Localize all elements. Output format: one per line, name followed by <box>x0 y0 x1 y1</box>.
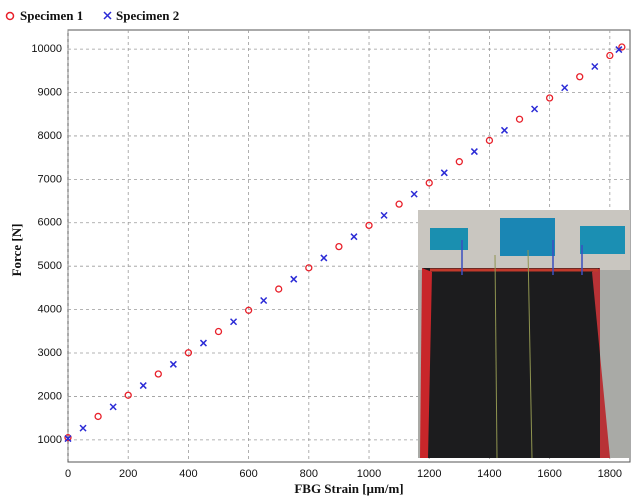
x-tick-label: 0 <box>65 468 71 480</box>
point <box>260 296 268 305</box>
legend: Specimen 1 Specimen 2 <box>5 8 179 23</box>
x-tick-label: 800 <box>300 468 318 480</box>
point <box>365 221 373 230</box>
y-tick-label: 3000 <box>38 347 62 359</box>
point <box>615 46 623 54</box>
y-tick-label: 10000 <box>31 43 62 55</box>
y-tick-label: 7000 <box>38 173 62 185</box>
x-tick-label: 1200 <box>417 468 441 480</box>
point <box>214 327 223 336</box>
point <box>335 242 343 251</box>
y-tick-label: 6000 <box>38 217 62 229</box>
point <box>606 51 614 60</box>
legend-label: Specimen 1 <box>20 8 83 23</box>
y-tick-label: 5000 <box>38 260 62 272</box>
point <box>440 169 448 177</box>
x-tick-label: 600 <box>239 468 257 480</box>
point <box>244 306 253 314</box>
point <box>561 84 569 92</box>
point <box>124 391 132 399</box>
point <box>591 62 599 71</box>
y-tick-label: 1000 <box>38 434 62 446</box>
inset-photo <box>418 210 630 459</box>
legend-marker <box>103 11 112 20</box>
point <box>425 179 433 187</box>
x-tick-label: 1000 <box>357 468 381 480</box>
y-tick-label: 8000 <box>38 130 62 142</box>
point <box>470 148 478 156</box>
point <box>154 370 162 378</box>
point <box>64 435 72 443</box>
y-tick-label: 2000 <box>38 390 62 402</box>
point <box>64 434 72 442</box>
y-axis-label: Force [N] <box>9 224 24 277</box>
x-axis-label: FBG Strain [µm/m] <box>294 481 403 496</box>
point <box>380 211 388 219</box>
point <box>139 382 147 390</box>
point <box>94 412 102 421</box>
legend-marker <box>5 11 15 21</box>
point <box>545 94 554 102</box>
point <box>230 318 238 326</box>
point <box>455 158 463 166</box>
point <box>199 339 207 347</box>
x-tick-label: 400 <box>179 468 197 480</box>
point <box>305 264 313 272</box>
point <box>350 233 358 241</box>
point <box>618 43 626 51</box>
x-tick-label: 200 <box>119 468 137 480</box>
x-tick-label: 1400 <box>477 468 501 480</box>
point <box>576 73 584 81</box>
point <box>79 424 87 432</box>
point <box>320 254 328 262</box>
y-tick-label: 9000 <box>38 86 62 98</box>
point <box>531 105 539 113</box>
point <box>184 349 193 357</box>
point <box>515 115 524 123</box>
x-tick-label: 1800 <box>598 468 622 480</box>
legend-label: Specimen 2 <box>116 8 179 23</box>
point <box>410 190 418 198</box>
point <box>169 360 177 368</box>
point <box>395 200 403 208</box>
point <box>500 126 509 134</box>
point <box>290 275 298 283</box>
point <box>109 403 117 411</box>
x-tick-label: 1600 <box>537 468 561 480</box>
point <box>485 136 494 145</box>
point <box>275 285 283 293</box>
y-tick-label: 4000 <box>38 304 62 316</box>
points <box>64 43 626 443</box>
